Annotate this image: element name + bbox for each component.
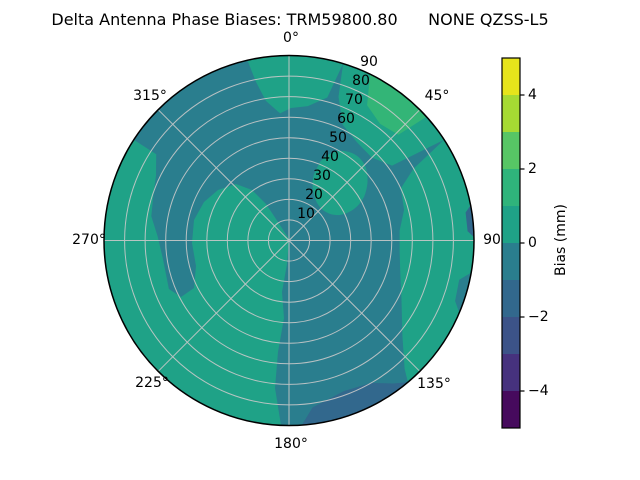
- theta-label-45: 45°: [424, 88, 450, 104]
- contour-region-1-2-northeast-rim: [367, 74, 427, 135]
- radial-label-90: 90: [360, 54, 378, 70]
- colorbar-ticks: [520, 94, 525, 392]
- contour-region-0-1-east: [399, 139, 474, 383]
- colorbar-bin-neg1-0: [502, 243, 520, 280]
- colorbar-bin-neg3-neg2: [502, 317, 520, 354]
- colorbar: [501, 57, 525, 429]
- theta-label-270: 270°: [72, 232, 106, 248]
- colorbar-ticklabel-neg2: −2: [528, 309, 549, 325]
- radial-label-70: 70: [345, 92, 363, 108]
- polar-outer-ring: [103, 54, 475, 427]
- radial-label-10: 10: [297, 206, 315, 222]
- theta-label-135: 135°: [417, 376, 451, 392]
- theta-label-180: 180°: [274, 436, 308, 452]
- theta-label-315: 315°: [133, 88, 167, 104]
- colorbar-ticklabel-4: 4: [528, 87, 537, 103]
- radial-label-30: 30: [313, 168, 331, 184]
- grid-spoke-135-315: [157, 109, 421, 372]
- contour-region-0-1-topcap: [247, 55, 344, 114]
- theta-label-0: 0°: [283, 30, 299, 46]
- radial-label-80: 80: [352, 73, 370, 89]
- colorbar-bin-0-1: [502, 206, 520, 243]
- colorbar-bin-4-5: [502, 58, 520, 95]
- colorbar-bin-neg2-neg1: [502, 280, 520, 317]
- theta-label-225: 225°: [135, 375, 169, 391]
- colorbar-ticklabel-neg4: −4: [528, 383, 549, 399]
- colorbar-bin-1-2: [502, 169, 520, 206]
- colorbar-bin-3-4: [502, 95, 520, 132]
- colorbar-bin-neg5-neg4: [502, 391, 520, 428]
- colorbar-ticklabel-2: 2: [528, 161, 537, 177]
- colorbar-bin-2-3: [502, 132, 520, 169]
- colorbar-axis-label: Bias (mm): [553, 203, 569, 277]
- contour-region-neg2-neg1-southeast-rim: [301, 382, 408, 425]
- radial-label-60: 60: [337, 111, 355, 127]
- colorbar-ticklabel-0: 0: [528, 235, 537, 251]
- theta-label-90: 90: [483, 232, 501, 248]
- radial-label-50: 50: [329, 130, 347, 146]
- radial-label-20: 20: [305, 187, 323, 203]
- chart-title: Delta Antenna Phase Biases: TRM59800.80 …: [51, 10, 549, 29]
- contour-region-0-1-left: [103, 139, 290, 426]
- radial-label-40: 40: [321, 149, 339, 165]
- colorbar-bin-neg4-neg3: [502, 354, 520, 391]
- contour-sliver-neg1-0-east-rim: [455, 272, 472, 313]
- polar-grid: [104, 55, 474, 426]
